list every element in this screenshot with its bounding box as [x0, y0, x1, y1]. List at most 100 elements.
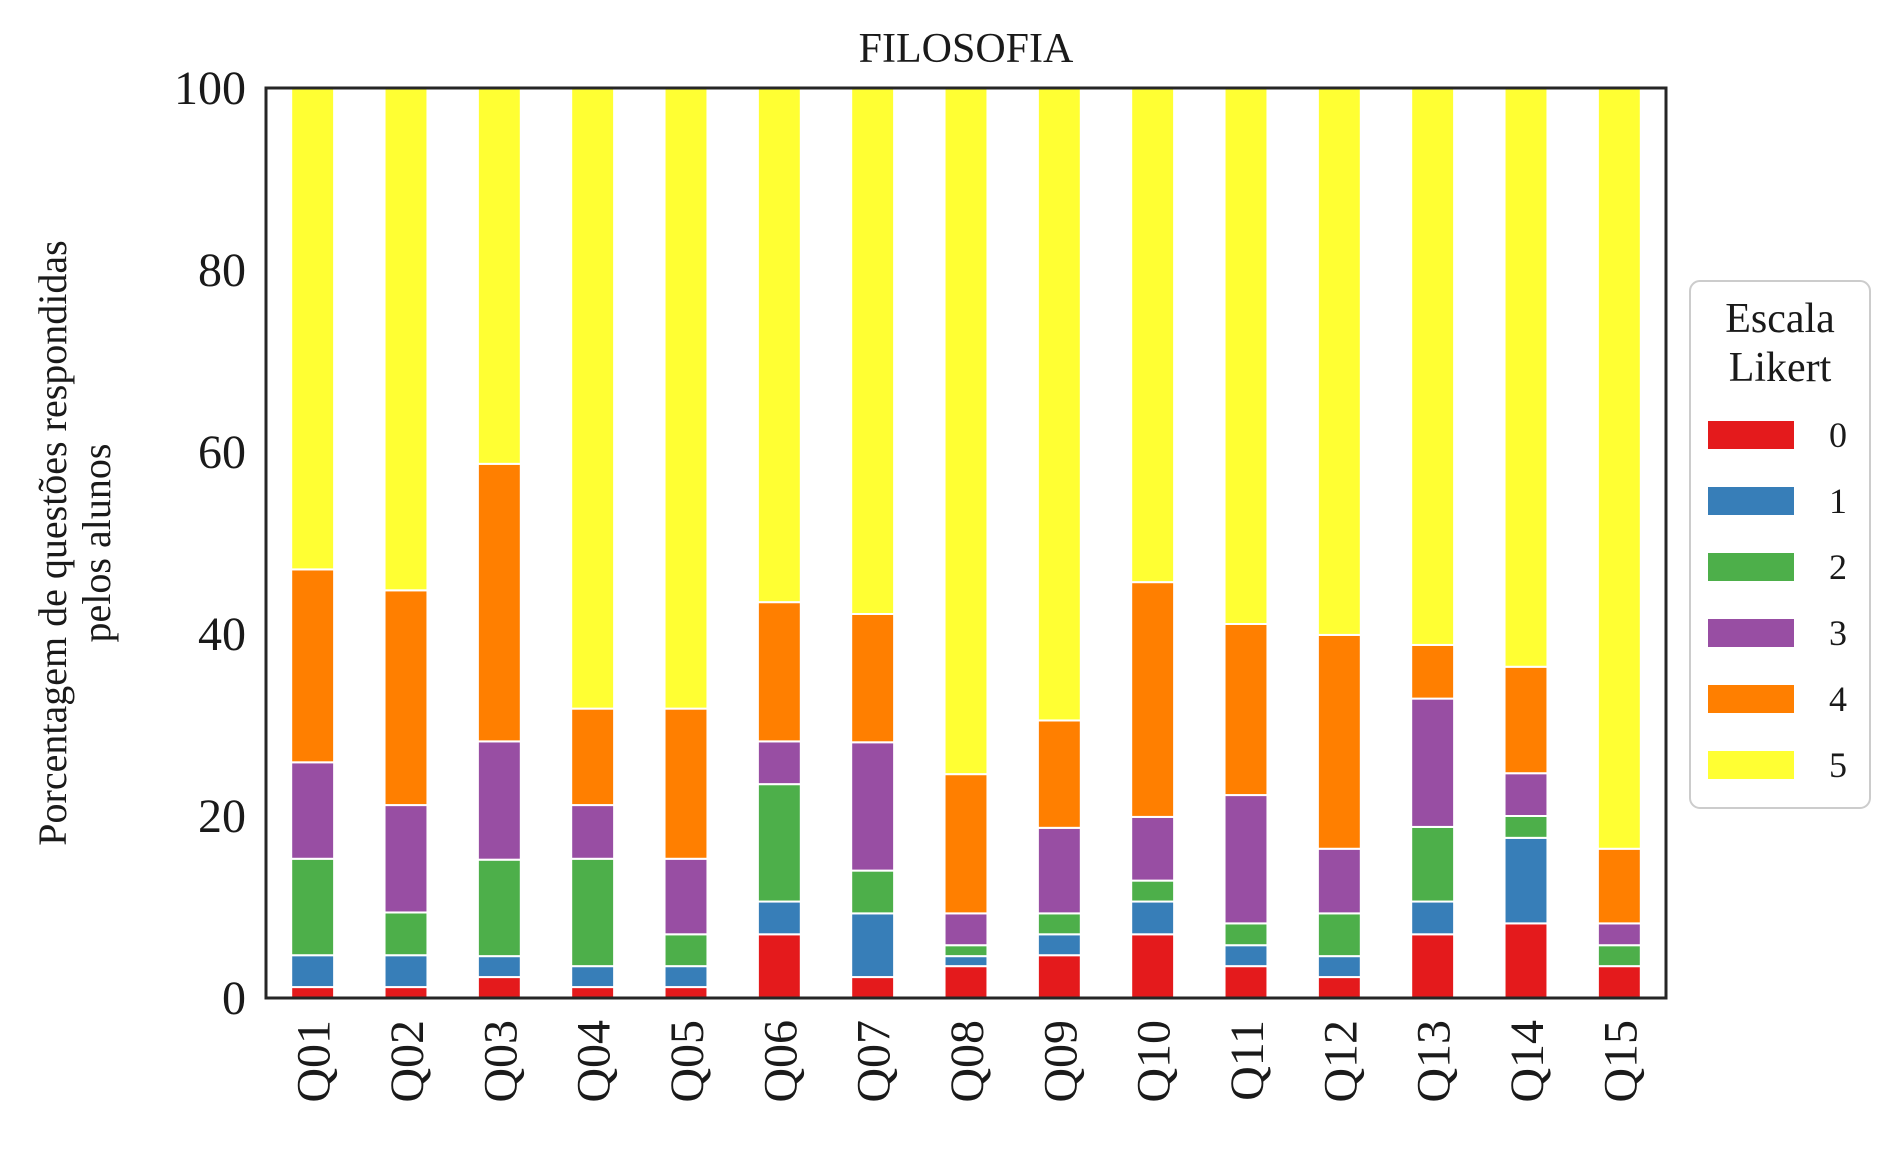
bar-Q12-level-1: [1316, 955, 1362, 979]
bar-Q06-level-4: [756, 601, 802, 743]
bars-layer: [290, 87, 1642, 1000]
bar-Q04-level-5: [570, 87, 616, 710]
bar-Q05-level-1: [663, 965, 709, 989]
legend-swatch-5: [1708, 751, 1794, 779]
y-axis-label: Porcentagem de questões respondidas pelo…: [30, 240, 119, 845]
bar-Q08-level-1: [943, 955, 989, 968]
y-tick-label: 100: [174, 62, 246, 115]
legend-title-line-1: Escala: [1725, 296, 1835, 342]
bar-Q06-level-2: [756, 783, 802, 903]
bar-Q02-level-5: [383, 87, 429, 592]
bar-Q10-level-0: [1130, 933, 1176, 999]
y-tick-label: 0: [222, 972, 246, 1025]
bar-Q11-level-5: [1223, 87, 1269, 625]
bar-Q05-level-0: [663, 986, 709, 1000]
y-tick-label: 20: [198, 790, 246, 843]
chart-title: FILOSOFIA: [859, 26, 1074, 72]
bar-Q01-level-5: [290, 87, 336, 571]
bar-Q14-level-4: [1503, 665, 1549, 775]
x-tick-label: Q08: [941, 1020, 994, 1103]
bar-Q05-level-2: [663, 933, 709, 968]
bar-Q02-level-3: [383, 804, 429, 914]
bar-Q14-level-0: [1503, 922, 1549, 1000]
bar-Q09-level-0: [1036, 954, 1082, 999]
bar-Q09-level-4: [1036, 719, 1082, 829]
x-tick-label: Q07: [848, 1020, 901, 1103]
bar-Q08-level-3: [943, 912, 989, 947]
bar-Q07-level-3: [850, 741, 896, 872]
legend-label-4: 4: [1829, 679, 1847, 719]
bar-Q06-level-3: [756, 740, 802, 786]
x-tick-label: Q05: [661, 1020, 714, 1103]
bar-Q06-level-0: [756, 933, 802, 999]
legend-swatch-0: [1708, 421, 1794, 449]
bar-Q12-level-5: [1316, 87, 1362, 636]
legend-swatch-3: [1708, 619, 1794, 647]
bar-Q01-level-2: [290, 857, 336, 957]
bar-Q15-level-2: [1596, 944, 1642, 968]
x-tick-label: Q14: [1501, 1020, 1554, 1103]
bar-Q06-level-5: [756, 87, 802, 604]
bar-Q05-level-4: [663, 707, 709, 860]
bar-Q01-level-3: [290, 761, 336, 860]
bar-Q04-level-4: [570, 707, 616, 807]
y-axis-label-line-2: pelos alunos: [74, 444, 119, 643]
bar-Q01-level-0: [290, 986, 336, 1000]
bar-Q08-level-4: [943, 773, 989, 915]
bar-Q10-level-4: [1130, 581, 1176, 818]
x-tick-label: Q10: [1128, 1020, 1181, 1103]
legend-swatch-4: [1708, 685, 1794, 713]
legend-frame: [1689, 280, 1871, 809]
bar-Q05-level-3: [663, 857, 709, 936]
y-tick-label: 80: [198, 244, 246, 297]
bar-Q03-level-3: [476, 740, 522, 861]
bar-Q13-level-1: [1410, 900, 1456, 936]
legend-swatch-2: [1708, 553, 1794, 581]
y-axis: 0 20 40 60 80 100: [174, 62, 246, 1025]
x-axis: Q01 Q02 Q03 Q04 Q05 Q06 Q07 Q08 Q09 Q10 Q11 Q12 Q13 Q…: [288, 1020, 1648, 1103]
bar-Q08-level-0: [943, 965, 989, 1000]
x-tick-label: Q11: [1221, 1020, 1274, 1101]
y-axis-label-line-1: Porcentagem de questões respondidas: [30, 240, 75, 845]
bar-Q12-level-3: [1316, 847, 1362, 915]
legend-label-0: 0: [1829, 415, 1847, 455]
bar-Q12-level-4: [1316, 633, 1362, 850]
bar-Q11-level-3: [1223, 794, 1269, 925]
x-tick-label: Q02: [381, 1020, 434, 1103]
bar-Q07-level-1: [850, 912, 896, 979]
bar-Q01-level-1: [290, 954, 336, 989]
bar-Q09-level-2: [1036, 912, 1082, 936]
x-tick-label: Q15: [1594, 1020, 1647, 1103]
bar-Q13-level-5: [1410, 87, 1456, 646]
bar-Q07-level-4: [850, 612, 896, 744]
y-tick-label: 60: [198, 426, 246, 479]
bar-Q15-level-5: [1596, 87, 1642, 850]
x-tick-label: Q01: [288, 1020, 341, 1103]
bar-Q04-level-0: [570, 986, 616, 1000]
bar-Q02-level-0: [383, 986, 429, 1000]
bar-Q11-level-4: [1223, 622, 1269, 797]
bar-Q11-level-0: [1223, 965, 1269, 1000]
x-tick-label: Q03: [474, 1020, 527, 1103]
bar-Q15-level-0: [1596, 965, 1642, 1000]
x-tick-label: Q04: [568, 1020, 621, 1103]
bar-Q13-level-2: [1410, 825, 1456, 903]
bar-Q02-level-4: [383, 589, 429, 807]
legend-swatch-1: [1708, 487, 1794, 515]
bar-Q03-level-4: [476, 462, 522, 743]
bar-Q04-level-2: [570, 857, 616, 968]
legend-label-5: 5: [1829, 745, 1847, 785]
x-tick-label: Q06: [754, 1020, 807, 1103]
bar-Q14-level-5: [1503, 87, 1549, 668]
x-tick-label: Q09: [1034, 1020, 1087, 1103]
plot-frame: [264, 86, 1668, 1000]
bar-Q03-level-5: [476, 87, 522, 465]
bar-Q10-level-3: [1130, 815, 1176, 882]
bar-Q03-level-0: [476, 976, 522, 1000]
bar-Q11-level-1: [1223, 944, 1269, 968]
bar-Q04-level-3: [570, 804, 616, 860]
bar-Q10-level-2: [1130, 879, 1176, 903]
bar-Q07-level-5: [850, 87, 896, 615]
bar-Q15-level-4: [1596, 847, 1642, 925]
